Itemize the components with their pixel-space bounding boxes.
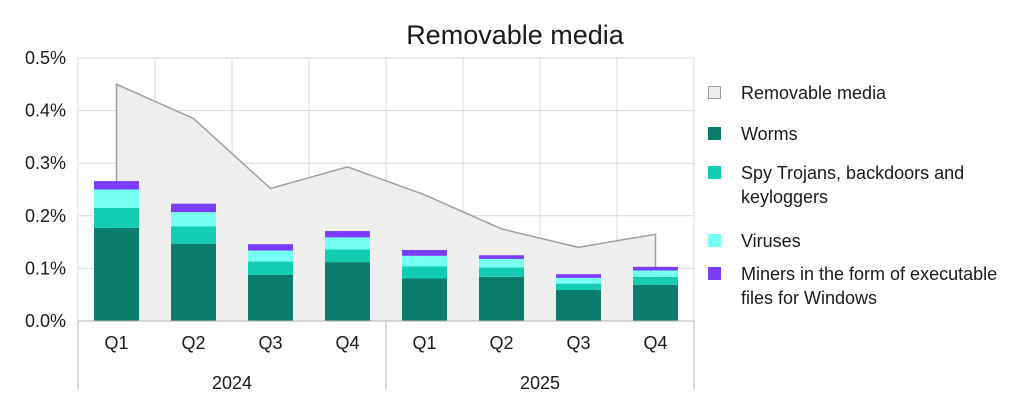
bar-worms [94,227,139,321]
bar-spy [325,249,370,263]
bar-miners [556,274,601,278]
legend-label: Miners in the form of executable files f… [741,264,998,308]
bar-worms [171,243,216,321]
bar-miners [633,266,678,271]
x-tick-label: Q4 [643,333,667,353]
legend-label: Removable media [741,83,887,103]
bar-miners [94,181,139,190]
bar-spy [556,283,601,290]
bar-worms [402,278,447,321]
legend-swatch [708,166,721,179]
bar-viruses [633,270,678,277]
x-tick-label: Q3 [258,333,282,353]
x-tick-label: Q2 [489,333,513,353]
bar-spy [479,267,524,277]
bar-spy [248,261,293,275]
bar-viruses [325,237,370,250]
bar-series [94,181,678,321]
bar-worms [248,274,293,321]
chart-title: Removable media [406,20,625,50]
group-label: 2025 [520,373,560,393]
area-removable-media-line [115,83,657,321]
legend-miners: Miners in the form of executable files f… [708,262,1011,310]
axes: 0.0% 0.1% 0.2% 0.3% 0.4% 0.5% Q1 Q2 Q3 Q4 Q1 Q2 Q3 Q4… [25,48,695,393]
legend-label: Worms [741,124,798,144]
bar-worms [633,284,678,321]
x-tick-label: Q2 [181,333,205,353]
y-tick-label: 0.3% [25,153,66,173]
bar-miners [171,203,216,213]
y-tick-label: 0.2% [25,206,66,226]
group-label: 2024 [212,373,252,393]
bar-spy [94,207,139,228]
bar-viruses [248,250,293,262]
x-tick-label: Q1 [412,333,436,353]
bar-viruses [556,277,601,284]
legend-label: Spy Trojans, backdoors and keyloggers [741,163,965,207]
x-tick-label: Q1 [104,333,128,353]
legend-swatch [708,86,721,99]
y-tick-label: 0.4% [25,101,66,121]
bar-viruses [402,255,447,267]
legend-swatch [708,267,721,280]
bar-worms [556,289,601,321]
y-tick-label: 0.1% [25,258,66,278]
bar-viruses [94,189,139,208]
bar-miners [479,255,524,259]
bar-spy [633,276,678,285]
bar-viruses [171,212,216,227]
legend-swatch [708,234,721,247]
bar-worms [325,262,370,321]
y-tick-label: 0.5% [25,48,66,68]
bar-miners [402,249,447,256]
legend-swatch [708,127,721,140]
x-tick-label: Q3 [566,333,590,353]
legend-removable-media: Removable media [708,81,1011,105]
legend-label: Viruses [741,231,801,251]
legend-worms: Worms [708,122,1011,146]
bar-spy [402,266,447,279]
bar-miners [325,231,370,238]
x-tick-label: Q4 [335,333,359,353]
legend-viruses: Viruses [708,229,1011,253]
legend-spy-trojans: Spy Trojans, backdoors and keyloggers [708,161,1011,209]
bar-spy [171,226,216,244]
bar-viruses [479,258,524,268]
bar-miners [248,244,293,251]
bar-worms [479,276,524,321]
y-tick-label: 0.0% [25,311,66,331]
